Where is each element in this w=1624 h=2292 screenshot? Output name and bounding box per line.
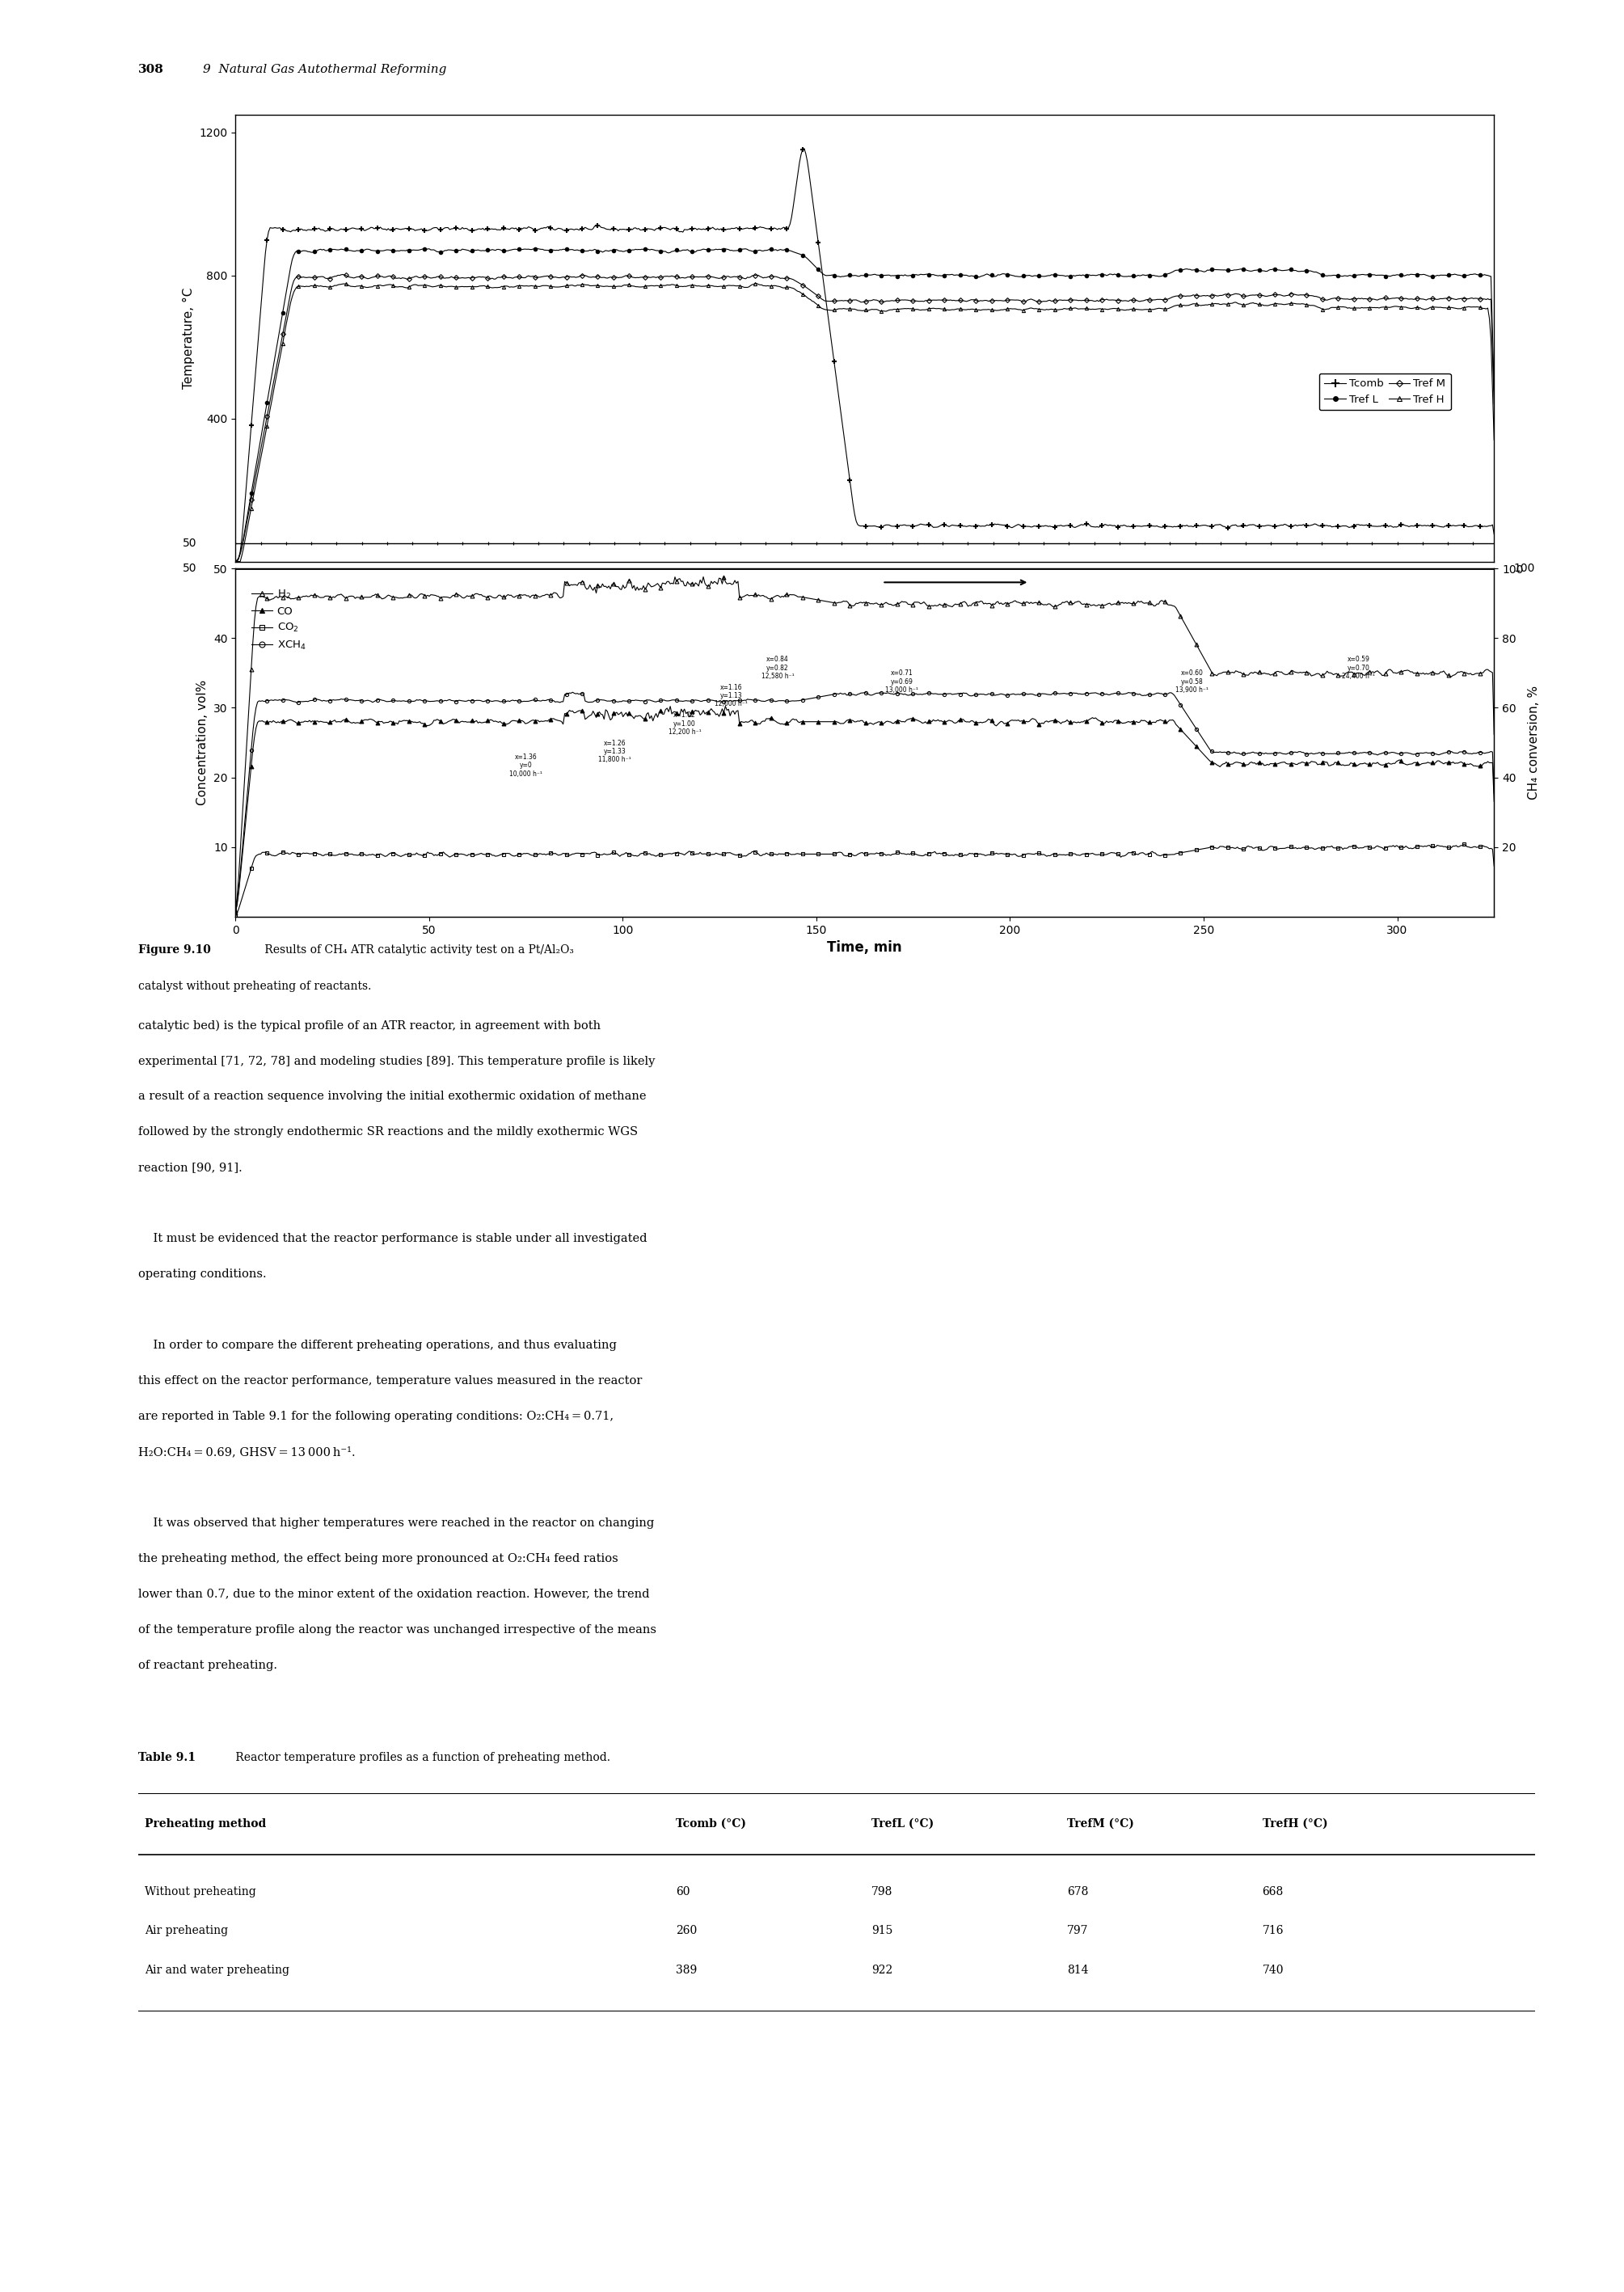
Text: TrefM (°C): TrefM (°C) — [1067, 1818, 1134, 1829]
Text: Air and water preheating: Air and water preheating — [145, 1964, 289, 1976]
Text: x=0.84
y=0.82
12,580 h⁻¹: x=0.84 y=0.82 12,580 h⁻¹ — [762, 656, 794, 681]
Text: the preheating method, the effect being more pronounced at O₂:CH₄ feed ratios: the preheating method, the effect being … — [138, 1554, 619, 1563]
Text: 716: 716 — [1262, 1925, 1283, 1937]
Text: catalyst without preheating of reactants.: catalyst without preheating of reactants… — [138, 981, 372, 992]
Text: 260: 260 — [676, 1925, 697, 1937]
Text: 100: 100 — [1514, 564, 1535, 573]
Text: It must be evidenced that the reactor performance is stable under all investigat: It must be evidenced that the reactor pe… — [138, 1233, 646, 1245]
Text: x=1.26
y=1.33
11,800 h⁻¹: x=1.26 y=1.33 11,800 h⁻¹ — [599, 740, 632, 763]
Text: are reported in Table 9.1 for the following operating conditions: O₂:CH₄ = 0.71,: are reported in Table 9.1 for the follow… — [138, 1410, 614, 1421]
Text: 668: 668 — [1262, 1886, 1283, 1898]
Text: 9  Natural Gas Autothermal Reforming: 9 Natural Gas Autothermal Reforming — [203, 64, 447, 76]
Text: 740: 740 — [1262, 1964, 1283, 1976]
Text: x=0.71
y=0.69
13,000 h⁻¹: x=0.71 y=0.69 13,000 h⁻¹ — [885, 669, 918, 694]
Text: Table 9.1: Table 9.1 — [138, 1751, 195, 1763]
Text: TrefL (°C): TrefL (°C) — [870, 1818, 934, 1829]
Text: H₂O:CH₄ = 0.69, GHSV = 13 000 h⁻¹.: H₂O:CH₄ = 0.69, GHSV = 13 000 h⁻¹. — [138, 1446, 356, 1458]
Text: lower than 0.7, due to the minor extent of the oxidation reaction. However, the : lower than 0.7, due to the minor extent … — [138, 1588, 650, 1600]
Text: 50: 50 — [182, 539, 197, 550]
Text: Reactor temperature profiles as a function of preheating method.: Reactor temperature profiles as a functi… — [232, 1751, 611, 1763]
Text: Figure 9.10: Figure 9.10 — [138, 944, 211, 956]
Text: reaction [90, 91].: reaction [90, 91]. — [138, 1162, 242, 1174]
Text: of reactant preheating.: of reactant preheating. — [138, 1659, 278, 1671]
Legend: Tcomb, Tref L, Tref M, Tref H: Tcomb, Tref L, Tref M, Tref H — [1319, 374, 1450, 410]
Text: 915: 915 — [870, 1925, 893, 1937]
Text: x=0.59
y=0.70
24,400 h⁻¹: x=0.59 y=0.70 24,400 h⁻¹ — [1341, 656, 1376, 681]
Text: 50: 50 — [182, 564, 197, 573]
Text: Air preheating: Air preheating — [145, 1925, 229, 1937]
Text: Preheating method: Preheating method — [145, 1818, 266, 1829]
Text: x=1.02
y=1.00
12,200 h⁻¹: x=1.02 y=1.00 12,200 h⁻¹ — [669, 711, 702, 736]
Y-axis label: CH₄ conversion, %: CH₄ conversion, % — [1528, 685, 1540, 800]
Text: followed by the strongly endothermic SR reactions and the mildly exothermic WGS: followed by the strongly endothermic SR … — [138, 1125, 638, 1137]
Text: Tcomb (°C): Tcomb (°C) — [676, 1818, 745, 1829]
Text: 798: 798 — [870, 1886, 893, 1898]
Text: Without preheating: Without preheating — [145, 1886, 257, 1898]
Text: In order to compare the different preheating operations, and thus evaluating: In order to compare the different prehea… — [138, 1339, 617, 1350]
Text: x=1.16
y=1.13
12,000 h⁻¹: x=1.16 y=1.13 12,000 h⁻¹ — [715, 683, 747, 708]
Text: 60: 60 — [676, 1886, 690, 1898]
Text: experimental [71, 72, 78] and modeling studies [89]. This temperature profile is: experimental [71, 72, 78] and modeling s… — [138, 1054, 654, 1066]
Text: catalytic bed) is the typical profile of an ATR reactor, in agreement with both: catalytic bed) is the typical profile of… — [138, 1020, 601, 1031]
Text: of the temperature profile along the reactor was unchanged irrespective of the m: of the temperature profile along the rea… — [138, 1623, 656, 1634]
Text: operating conditions.: operating conditions. — [138, 1267, 266, 1279]
Text: 678: 678 — [1067, 1886, 1088, 1898]
Text: 922: 922 — [870, 1964, 893, 1976]
Text: a result of a reaction sequence involving the initial exothermic oxidation of me: a result of a reaction sequence involvin… — [138, 1091, 646, 1102]
Text: TrefH (°C): TrefH (°C) — [1262, 1818, 1327, 1829]
Text: 814: 814 — [1067, 1964, 1088, 1976]
Text: Results of CH₄ ATR catalytic activity test on a Pt/Al₂O₃: Results of CH₄ ATR catalytic activity te… — [261, 944, 575, 956]
X-axis label: Time, min: Time, min — [827, 940, 903, 956]
Text: x=1.36
y=0
10,000 h⁻¹: x=1.36 y=0 10,000 h⁻¹ — [510, 754, 542, 777]
Text: this effect on the reactor performance, temperature values measured in the react: this effect on the reactor performance, … — [138, 1375, 641, 1387]
Text: It was observed that higher temperatures were reached in the reactor on changing: It was observed that higher temperatures… — [138, 1517, 654, 1529]
Y-axis label: Temperature, °C: Temperature, °C — [182, 286, 195, 390]
Y-axis label: Concentration, vol%: Concentration, vol% — [197, 681, 209, 804]
Text: 389: 389 — [676, 1964, 697, 1976]
Text: x=0.60
y=0.58
13,900 h⁻¹: x=0.60 y=0.58 13,900 h⁻¹ — [1176, 669, 1208, 694]
Text: 308: 308 — [138, 64, 164, 76]
Text: 797: 797 — [1067, 1925, 1088, 1937]
Legend: H$_2$, CO, CO$_2$, XCH$_4$: H$_2$, CO, CO$_2$, XCH$_4$ — [247, 584, 310, 656]
